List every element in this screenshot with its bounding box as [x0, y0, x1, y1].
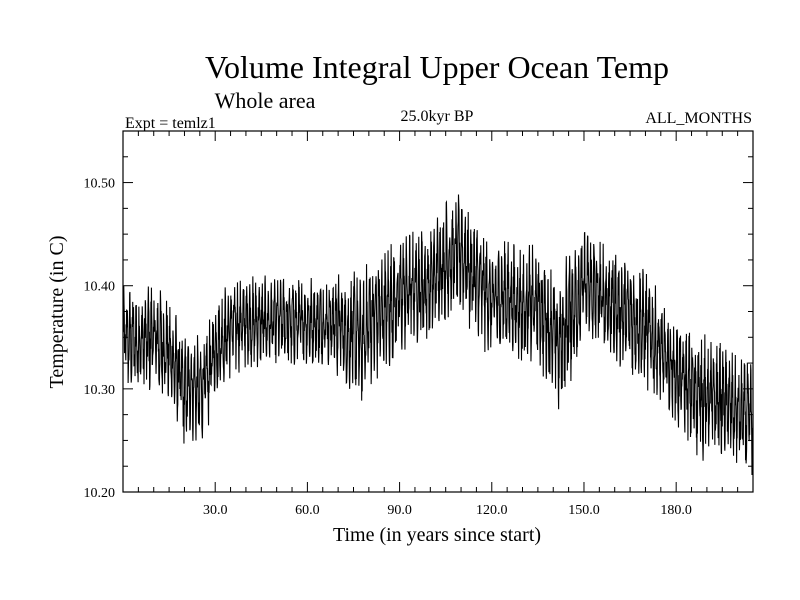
- x-tick-label: 180.0: [660, 503, 692, 518]
- y-tick-label: 10.30: [84, 383, 116, 398]
- chart-subtitle: Whole area: [215, 88, 316, 113]
- series-group: [122, 194, 754, 476]
- plot-frame: [122, 130, 754, 493]
- experiment-label: Expt = temlz1: [125, 115, 216, 132]
- period-label: 25.0kyr BP: [401, 108, 474, 125]
- chart-title: Volume Integral Upper Ocean Temp: [205, 49, 669, 85]
- temperature-series-line: [122, 194, 754, 476]
- y-tick-label: 10.40: [84, 280, 116, 295]
- months-label: ALL_MONTHS: [645, 110, 752, 127]
- x-tick-label: 90.0: [387, 503, 412, 518]
- x-axis-ticks: 30.0 60.0 90.0 120.0 150.0 180.0: [137, 131, 739, 518]
- y-tick-label: 10.50: [84, 177, 116, 192]
- y-axis-label: Temperature (in C): [46, 236, 68, 389]
- y-axis-ticks: 10.20 10.30 10.40 10.50: [84, 156, 753, 501]
- x-tick-label: 150.0: [568, 503, 600, 518]
- x-tick-label: 120.0: [476, 503, 508, 518]
- x-axis-label: Time (in years since start): [333, 524, 541, 546]
- x-tick-label: 60.0: [295, 503, 320, 518]
- x-tick-label: 30.0: [203, 503, 228, 518]
- y-tick-label: 10.20: [84, 486, 116, 501]
